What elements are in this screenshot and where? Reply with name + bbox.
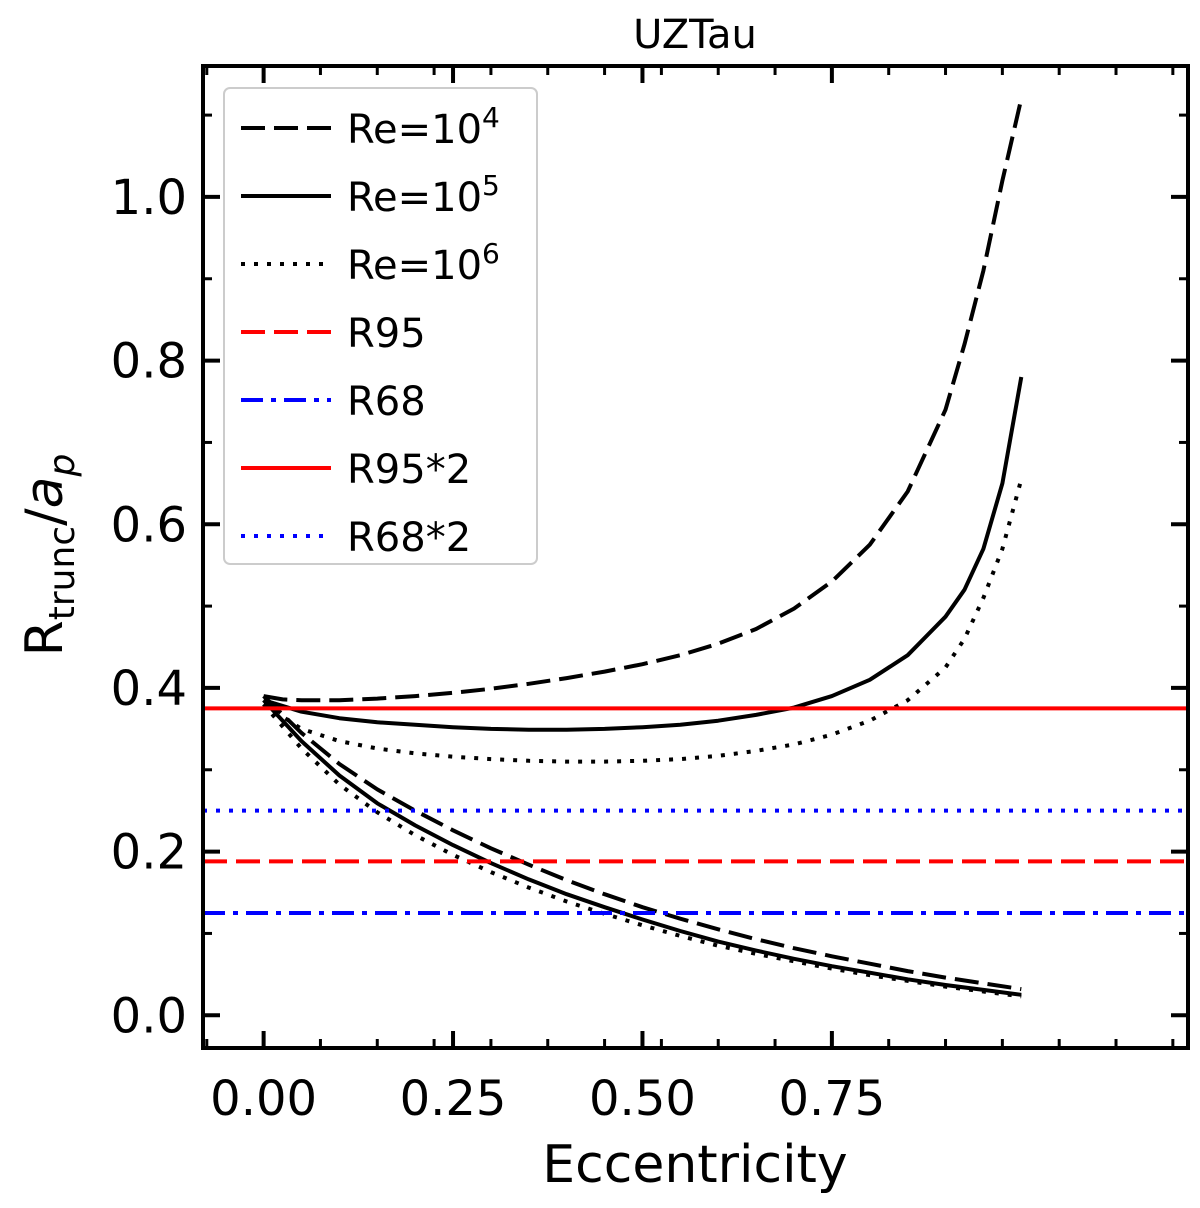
series-1-branch-0	[263, 376, 1024, 732]
legend-label-1: Re=105	[347, 169, 500, 221]
legend-label-5: R95*2	[347, 447, 471, 493]
chart-title: UZTau	[633, 12, 757, 58]
legend-label-6: R68*2	[347, 515, 471, 561]
legend-label-0: Re=104	[347, 101, 500, 153]
y-tick-label: 1.0	[111, 170, 187, 226]
y-axis-label-main-sub: trunc	[42, 526, 83, 620]
y-axis-label-var: a	[15, 476, 75, 508]
series-0-branch-0	[263, 98, 1024, 703]
x-tick-label: 0.25	[400, 1071, 507, 1127]
y-axis-label-main: R	[15, 620, 75, 656]
series-2-branch-1	[262, 702, 1022, 999]
series-1-branch-1	[262, 698, 1022, 997]
series-0-branch-1	[262, 694, 1022, 992]
legend-label-3: R95	[347, 311, 426, 357]
x-tick-label: 0.50	[589, 1071, 696, 1127]
major-ticks	[203, 66, 1188, 1048]
x-axis-label: Eccentricity	[542, 1135, 847, 1195]
tick-labels: 0.00 0.25 0.50 0.75 0.0 0.2 0.4 0.6 0.8 1.0	[111, 170, 886, 1127]
y-axis-label-var-sub: p	[42, 454, 83, 478]
y-tick-label: 0.8	[111, 334, 187, 390]
y-tick-label: 0.0	[111, 988, 187, 1044]
series-layer	[203, 98, 1188, 999]
legend: Re=104 Re=105 Re=106 R95 R68 R95*2 R68*2	[223, 87, 538, 565]
legend-box	[223, 87, 538, 565]
x-tick-label: 0.75	[778, 1071, 885, 1127]
y-axis-label: Rtrunc/ap	[15, 454, 83, 657]
y-axis-label-slash: /	[15, 508, 75, 526]
y-tick-label: 0.6	[111, 497, 187, 553]
plot-frame	[201, 64, 1190, 1050]
legend-label-2: Re=106	[347, 237, 500, 289]
legend-label-4: R68	[347, 379, 426, 425]
y-tick-label: 0.2	[111, 825, 187, 881]
y-tick-label: 0.4	[111, 661, 187, 717]
x-tick-label: 0.00	[210, 1071, 317, 1127]
